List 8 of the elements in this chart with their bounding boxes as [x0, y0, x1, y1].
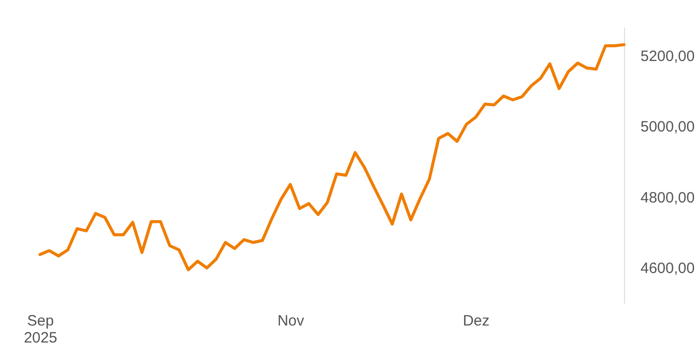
y-tick-label: 5000,00	[640, 118, 695, 136]
x-tick-label: Dez	[462, 312, 490, 330]
y-tick-label: 4600,00	[640, 260, 695, 278]
line-series	[38, 43, 626, 272]
x-tick-label: Sep 2025	[24, 312, 58, 346]
y-tick-label: 5200,00	[640, 48, 695, 65]
x-tick-label: Nov	[277, 312, 305, 330]
y-tick-label: 4800,00	[640, 189, 695, 206]
